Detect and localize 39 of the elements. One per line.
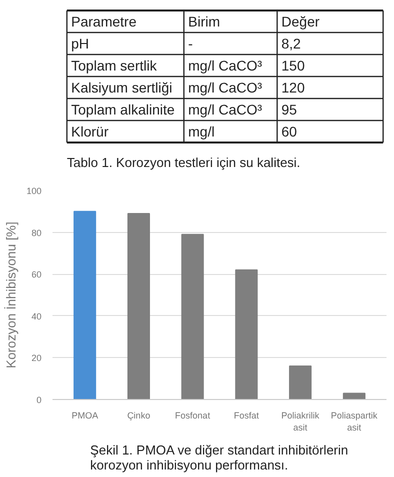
text: 120: [281, 80, 305, 96]
x-tick-label: Fosfonat: [175, 410, 211, 420]
text: mg/l CaCO³: [188, 80, 262, 96]
bar: [181, 234, 204, 400]
bar: [127, 212, 150, 400]
text: 150: [281, 58, 305, 74]
text: 8,2: [281, 36, 302, 52]
y-tick-label: 60: [31, 270, 42, 280]
y-tick-label: 40: [31, 311, 42, 322]
text: pH: [71, 36, 90, 52]
text: 60: [281, 124, 298, 140]
bar: [235, 269, 258, 400]
text: Toplam alkalinite: [71, 102, 175, 118]
y-tick-label: 0: [36, 395, 42, 405]
x-tick-label: PMOA: [72, 410, 98, 420]
bar: [74, 210, 96, 400]
bar: [342, 392, 366, 400]
x-tick-label: Poliakrilik asit: [281, 410, 320, 432]
text: Toplam sertlik: [71, 58, 158, 74]
text: Birim: [188, 14, 220, 30]
text: mg/l CaCO³: [188, 102, 262, 118]
text: -: [188, 36, 194, 52]
text: 95: [281, 102, 298, 118]
y-axis-title: Korozyon İnhibisyonu [%]: [3, 222, 18, 368]
text: Değer: [281, 14, 320, 30]
text: Klorür: [71, 124, 109, 140]
text: Parametre: [71, 14, 137, 30]
y-tick-label: 80: [31, 228, 42, 238]
x-tick-label: Çinko: [127, 410, 150, 420]
y-tick-label: 20: [31, 353, 42, 364]
bar: [289, 366, 312, 400]
text: mg/l CaCO³: [188, 58, 262, 74]
text: Tablo 1. Korozyon testleri için su kalitesi.: [66, 155, 300, 170]
text: Kalsiyum sertliği: [71, 80, 172, 96]
y-tick-label: 100: [26, 186, 42, 196]
x-tick-label: Poliaspartik asit: [330, 410, 378, 432]
text: mg/l: [188, 124, 215, 140]
x-tick-label: Fosfat: [234, 410, 260, 420]
text: Şekil 1. PMOA ve diğer standart inhibitörlerin korozyon inhibisyonu performansı.: [90, 442, 348, 472]
